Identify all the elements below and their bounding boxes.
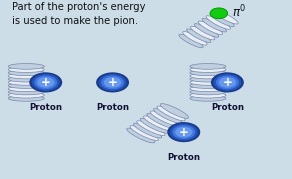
Text: $\pi^0$: $\pi^0$: [232, 3, 246, 20]
Ellipse shape: [190, 89, 226, 95]
Circle shape: [34, 75, 57, 89]
Ellipse shape: [8, 70, 44, 76]
Ellipse shape: [8, 79, 44, 85]
Circle shape: [172, 125, 195, 139]
Ellipse shape: [202, 18, 227, 32]
Ellipse shape: [127, 128, 155, 143]
Circle shape: [99, 74, 126, 91]
Ellipse shape: [137, 121, 165, 136]
Circle shape: [29, 72, 62, 93]
Circle shape: [37, 77, 54, 88]
Circle shape: [104, 77, 121, 88]
Ellipse shape: [8, 76, 44, 82]
Ellipse shape: [8, 73, 44, 79]
Ellipse shape: [8, 86, 44, 92]
Circle shape: [213, 74, 241, 91]
Circle shape: [211, 72, 244, 93]
Ellipse shape: [190, 96, 226, 101]
Ellipse shape: [190, 92, 226, 98]
Ellipse shape: [130, 126, 158, 141]
Ellipse shape: [198, 21, 223, 35]
Ellipse shape: [133, 123, 162, 138]
Text: Part of the proton's energy
is used to make the pion.: Part of the proton's energy is used to m…: [12, 3, 146, 26]
Circle shape: [32, 74, 60, 91]
Circle shape: [175, 127, 192, 137]
Ellipse shape: [194, 24, 219, 37]
Ellipse shape: [214, 10, 238, 24]
Text: +: +: [108, 76, 117, 89]
Circle shape: [170, 124, 198, 141]
Ellipse shape: [8, 92, 44, 98]
Ellipse shape: [140, 118, 168, 133]
Circle shape: [219, 77, 236, 88]
Text: +: +: [41, 76, 51, 89]
Text: Proton: Proton: [211, 103, 244, 112]
Ellipse shape: [183, 32, 207, 45]
Ellipse shape: [206, 16, 230, 29]
Ellipse shape: [143, 116, 172, 131]
Text: Proton: Proton: [96, 103, 129, 112]
Ellipse shape: [8, 83, 44, 88]
Ellipse shape: [190, 73, 226, 79]
Ellipse shape: [160, 104, 189, 118]
Text: Proton: Proton: [167, 153, 200, 162]
Ellipse shape: [190, 64, 226, 69]
Ellipse shape: [190, 70, 226, 76]
Ellipse shape: [190, 76, 226, 82]
Circle shape: [210, 8, 227, 19]
Ellipse shape: [190, 67, 226, 72]
Ellipse shape: [190, 79, 226, 85]
Ellipse shape: [190, 26, 215, 40]
Circle shape: [167, 122, 200, 142]
Ellipse shape: [154, 108, 182, 123]
Ellipse shape: [179, 34, 203, 48]
Text: +: +: [223, 76, 232, 89]
Ellipse shape: [190, 83, 226, 88]
Ellipse shape: [187, 29, 211, 42]
Circle shape: [101, 75, 124, 89]
Ellipse shape: [8, 89, 44, 95]
Ellipse shape: [8, 67, 44, 72]
Text: Proton: Proton: [29, 103, 62, 112]
Text: +: +: [179, 126, 189, 139]
Ellipse shape: [8, 96, 44, 101]
Circle shape: [216, 75, 239, 89]
Ellipse shape: [190, 86, 226, 92]
Ellipse shape: [210, 13, 234, 27]
Ellipse shape: [157, 106, 185, 121]
Ellipse shape: [150, 111, 178, 126]
Ellipse shape: [8, 64, 44, 69]
Ellipse shape: [147, 113, 175, 128]
Circle shape: [96, 72, 129, 93]
